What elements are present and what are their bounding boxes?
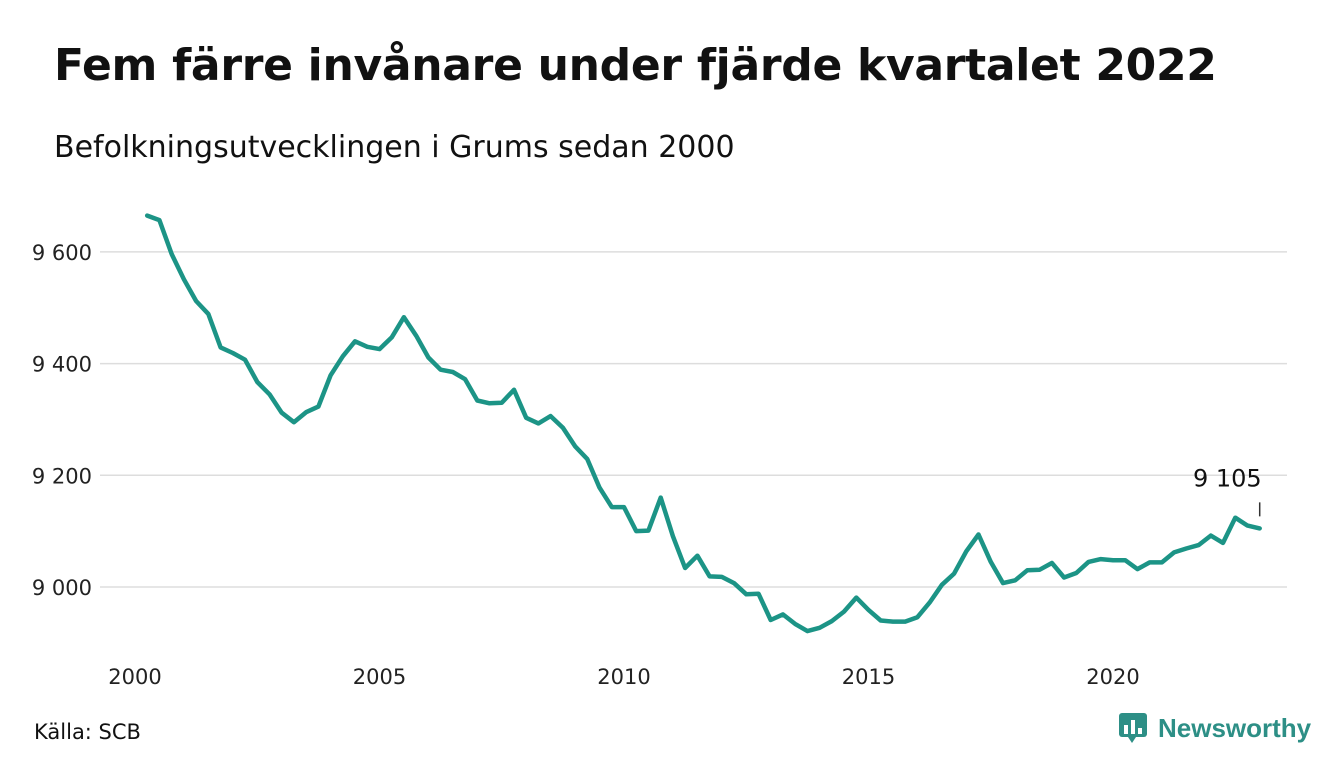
newsworthy-logo[interactable]: Newsworthy: [1118, 712, 1311, 744]
y-tick-label: 9 000: [32, 576, 92, 600]
x-tick-label: 2000: [108, 665, 161, 689]
newsworthy-chart-bubble-icon: [1119, 713, 1147, 743]
source-note: Källa: SCB: [34, 720, 141, 744]
chart-title: Fem färre invånare under fjärde kvartale…: [54, 40, 1217, 91]
x-tick-label: 2020: [1086, 665, 1139, 689]
chart-subtitle: Befolkningsutvecklingen i Grums sedan 20…: [54, 130, 735, 165]
y-tick-label: 9 400: [32, 353, 92, 377]
population-line: [144, 213, 1262, 634]
y-tick-label: 9 600: [32, 241, 92, 265]
x-tick-label: 2005: [353, 665, 406, 689]
x-tick-label: 2015: [842, 665, 895, 689]
last-value-label: 9 105: [1193, 464, 1262, 492]
x-tick-label: 2010: [597, 665, 650, 689]
y-tick-label: 9 200: [32, 464, 92, 488]
brand-name: Newsworthy: [1158, 712, 1312, 743]
